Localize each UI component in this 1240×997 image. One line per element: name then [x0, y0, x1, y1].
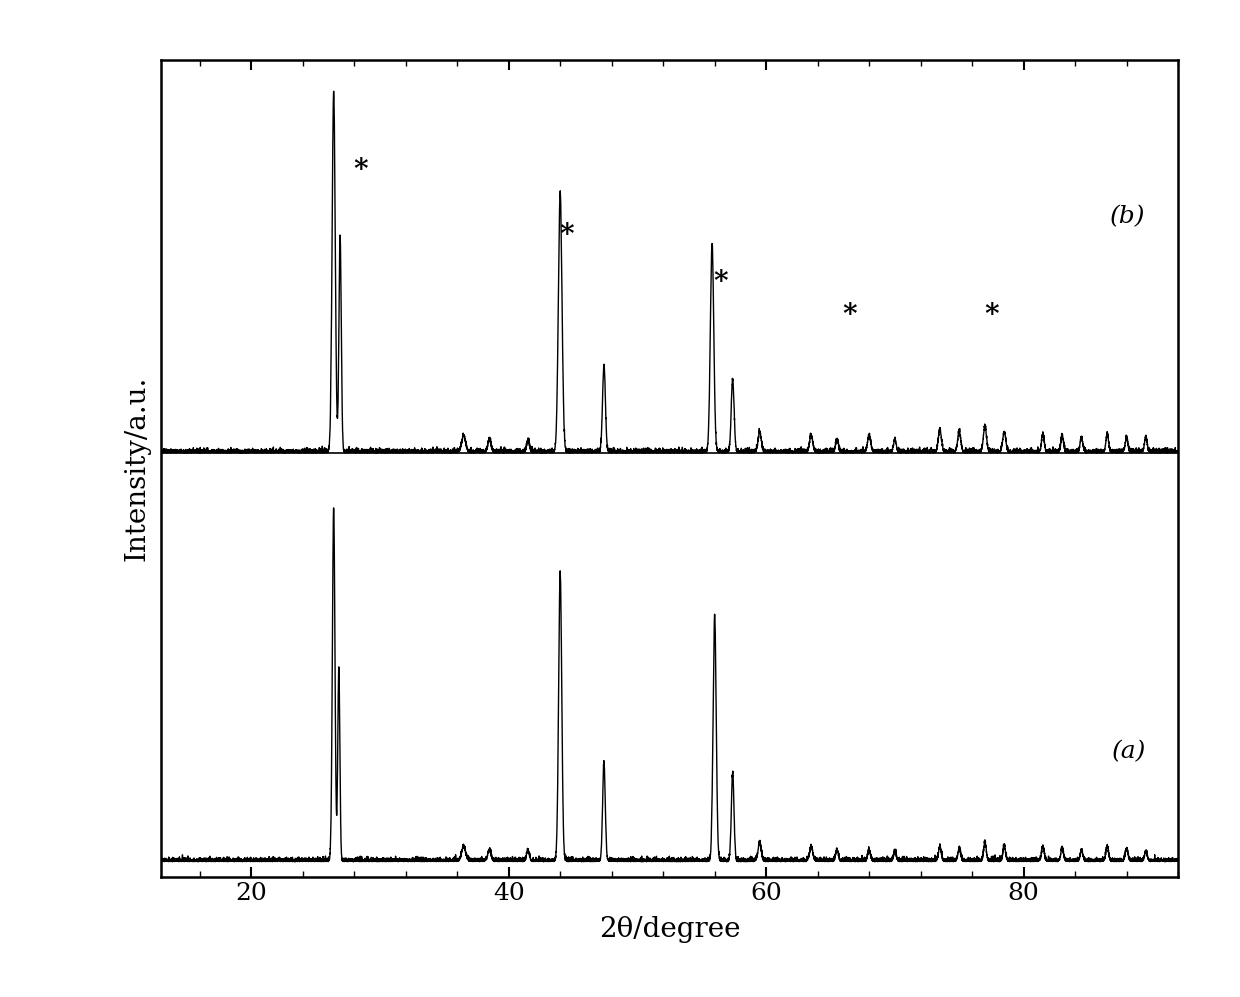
- X-axis label: 2θ/degree: 2θ/degree: [599, 916, 740, 943]
- Text: *: *: [842, 302, 857, 329]
- Text: *: *: [714, 269, 728, 296]
- Text: *: *: [985, 302, 998, 329]
- Text: (b): (b): [1110, 205, 1146, 228]
- Text: (a): (a): [1111, 740, 1146, 763]
- Text: *: *: [559, 222, 574, 249]
- Text: *: *: [353, 158, 368, 184]
- Y-axis label: Intensity/a.u.: Intensity/a.u.: [123, 376, 150, 561]
